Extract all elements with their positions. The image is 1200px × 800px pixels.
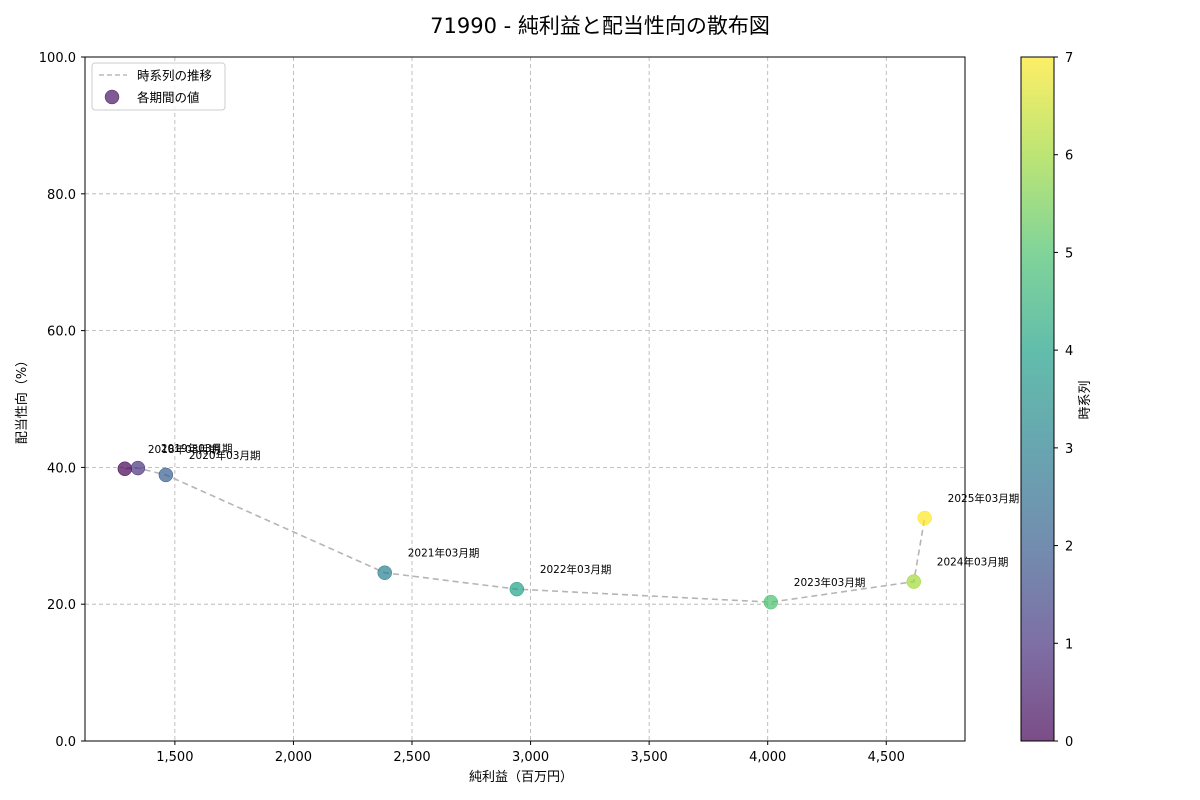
colorbar: 0 1 2 3 4 5 6 7 時系列 bbox=[1020, 51, 1093, 750]
x-tick-label: 2,500 bbox=[393, 750, 430, 765]
data-point-marker bbox=[917, 510, 932, 526]
data-point-marker bbox=[509, 581, 525, 597]
y-axis-label: 配当性向（%） bbox=[14, 354, 30, 444]
colorbar-tick-label: 3 bbox=[1065, 442, 1073, 457]
y-tick-label: 60.0 bbox=[47, 325, 76, 340]
data-point-label: 2018年03月期 bbox=[148, 443, 220, 456]
x-axis-label: 純利益（百万円） bbox=[469, 770, 573, 785]
data-point-marker bbox=[117, 461, 133, 477]
colorbar-tick-label: 2 bbox=[1065, 540, 1073, 555]
x-tick-label: 4,000 bbox=[749, 750, 786, 765]
y-tick-label: 80.0 bbox=[47, 188, 76, 203]
x-axis-ticks: 1,500 2,000 2,500 3,000 3,500 4,000 4,500 bbox=[156, 741, 905, 765]
data-point-marker bbox=[377, 565, 392, 580]
legend: 時系列の推移 各期間の値 bbox=[91, 62, 226, 111]
y-tick-label: 40.0 bbox=[47, 461, 76, 476]
data-point-label: 2021年03月期 bbox=[408, 547, 480, 560]
x-tick-label: 1,500 bbox=[156, 750, 193, 765]
x-tick-label: 4,500 bbox=[868, 750, 905, 765]
y-tick-label: 100.0 bbox=[39, 51, 76, 66]
colorbar-ticks: 0 1 2 3 4 5 6 7 bbox=[1054, 51, 1073, 750]
data-point-label: 2019年03月期 bbox=[161, 442, 233, 455]
x-tick-label: 3,500 bbox=[631, 750, 668, 765]
colorbar-frame bbox=[1020, 56, 1055, 742]
y-axis-ticks: 0.0 20.0 40.0 60.0 80.0 100.0 bbox=[39, 51, 85, 750]
y-tick-label: 20.0 bbox=[47, 598, 76, 613]
x-tick-label: 2,000 bbox=[275, 750, 312, 765]
data-points bbox=[117, 460, 932, 610]
data-point-marker bbox=[763, 594, 779, 610]
data-point-label: 2024年03月期 bbox=[937, 556, 1009, 569]
legend-marker-icon bbox=[104, 89, 120, 105]
grid-lines bbox=[85, 57, 965, 741]
legend-label-trend: 時系列の推移 bbox=[137, 68, 212, 83]
data-point-label: 2022年03月期 bbox=[540, 563, 612, 576]
data-point-marker bbox=[158, 467, 174, 483]
data-point-label: 2020年03月期 bbox=[189, 449, 261, 462]
colorbar-tick-label: 7 bbox=[1065, 51, 1073, 66]
data-point-marker bbox=[906, 574, 922, 589]
colorbar-tick-label: 0 bbox=[1065, 735, 1073, 750]
plot-frame bbox=[84, 56, 966, 742]
data-point-label: 2025年03月期 bbox=[948, 492, 1020, 505]
y-tick-label: 0.0 bbox=[55, 735, 76, 750]
legend-label-values: 各期間の値 bbox=[137, 90, 200, 105]
x-tick-label: 3,000 bbox=[512, 750, 549, 765]
data-point-label: 2023年03月期 bbox=[794, 576, 866, 589]
colorbar-tick-label: 4 bbox=[1065, 344, 1073, 359]
colorbar-gradient bbox=[1021, 57, 1054, 741]
colorbar-tick-label: 1 bbox=[1065, 637, 1073, 652]
colorbar-tick-label: 6 bbox=[1065, 149, 1073, 164]
data-point-marker bbox=[130, 460, 146, 476]
colorbar-tick-label: 5 bbox=[1065, 246, 1073, 261]
chart-title: 71990 - 純利益と配当性向の散布図 bbox=[430, 14, 770, 38]
colorbar-label: 時系列 bbox=[1078, 380, 1093, 419]
